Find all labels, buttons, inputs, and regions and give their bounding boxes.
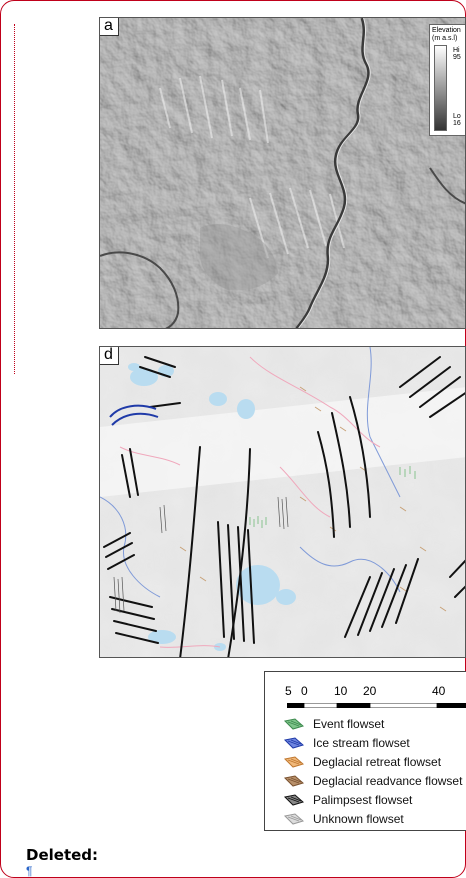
scale-tick-20: 20 bbox=[363, 684, 377, 698]
legend-label-ice-stream-flowset: Ice stream flowset bbox=[313, 736, 410, 750]
elevation-low-value: 16 bbox=[453, 120, 461, 127]
legend-label-palimpsest-flowset: Palimpsest flowset bbox=[313, 793, 413, 807]
flowset-map bbox=[100, 347, 465, 657]
elevation-high-label: Hi bbox=[453, 47, 460, 54]
ice-stream-flowset-icon bbox=[283, 737, 305, 749]
pilcrow-mark: ¶ bbox=[26, 864, 33, 878]
deglacial-readvance-flowset-icon bbox=[283, 775, 305, 787]
legend-label-deglacial-readvance-flowset: Deglacial readvance flowset bbox=[313, 774, 463, 788]
elevation-legend-title-line1: Elevation bbox=[432, 27, 461, 34]
track-changes-connector-line bbox=[14, 24, 16, 374]
event-flowset-icon bbox=[283, 718, 305, 730]
scale-tick-40: 40 bbox=[432, 684, 446, 698]
scale-tick-10: 10 bbox=[334, 684, 348, 698]
unknown-flowset-icon bbox=[283, 813, 305, 825]
scale-tick-5: 5 bbox=[285, 684, 292, 698]
legend-item-palimpsest-flowset: Palimpsest flowset bbox=[283, 793, 412, 807]
legend-label-event-flowset: Event flowset bbox=[313, 717, 385, 731]
legend-item-deglacial-retreat-flowset: Deglacial retreat flowset bbox=[283, 755, 441, 769]
scale-tick-0: 0 bbox=[301, 684, 308, 698]
palimpsest-flowset-icon bbox=[283, 794, 305, 806]
legend-item-ice-stream-flowset: Ice stream flowset bbox=[283, 736, 410, 750]
legend-item-event-flowset: Event flowset bbox=[283, 717, 384, 731]
elevation-legend-title: Elevation (m a.s.l) bbox=[432, 27, 461, 43]
elevation-color-ramp bbox=[434, 45, 447, 131]
elevation-legend: Elevation (m a.s.l) Hi 95 Lo 16 bbox=[429, 24, 465, 136]
deglacial-retreat-flowset-icon bbox=[283, 756, 305, 768]
elevation-legend-title-line2: (m a.s.l) bbox=[432, 35, 458, 42]
flowset-legend-box: 5 0 10 20 40 Event flowset Ice stream fl… bbox=[264, 671, 466, 831]
track-changes-deleted-label: Deleted: bbox=[26, 846, 99, 864]
panel-label-a: a bbox=[100, 18, 119, 36]
map-panel-d: d bbox=[99, 346, 466, 658]
hillshade-relief-map bbox=[100, 18, 465, 328]
panel-label-d: d bbox=[100, 347, 119, 365]
scale-bar bbox=[287, 703, 466, 708]
legend-label-unknown-flowset: Unknown flowset bbox=[313, 812, 404, 826]
legend-item-deglacial-readvance-flowset: Deglacial readvance flowset bbox=[283, 774, 462, 788]
legend-label-deglacial-retreat-flowset: Deglacial retreat flowset bbox=[313, 755, 442, 769]
elevation-high-value: 95 bbox=[453, 54, 461, 61]
map-panel-a: a Elevation (m a.s.l) Hi 95 Lo 16 bbox=[99, 17, 466, 329]
elevation-low-label: Lo bbox=[453, 113, 461, 120]
legend-item-unknown-flowset: Unknown flowset bbox=[283, 812, 404, 826]
